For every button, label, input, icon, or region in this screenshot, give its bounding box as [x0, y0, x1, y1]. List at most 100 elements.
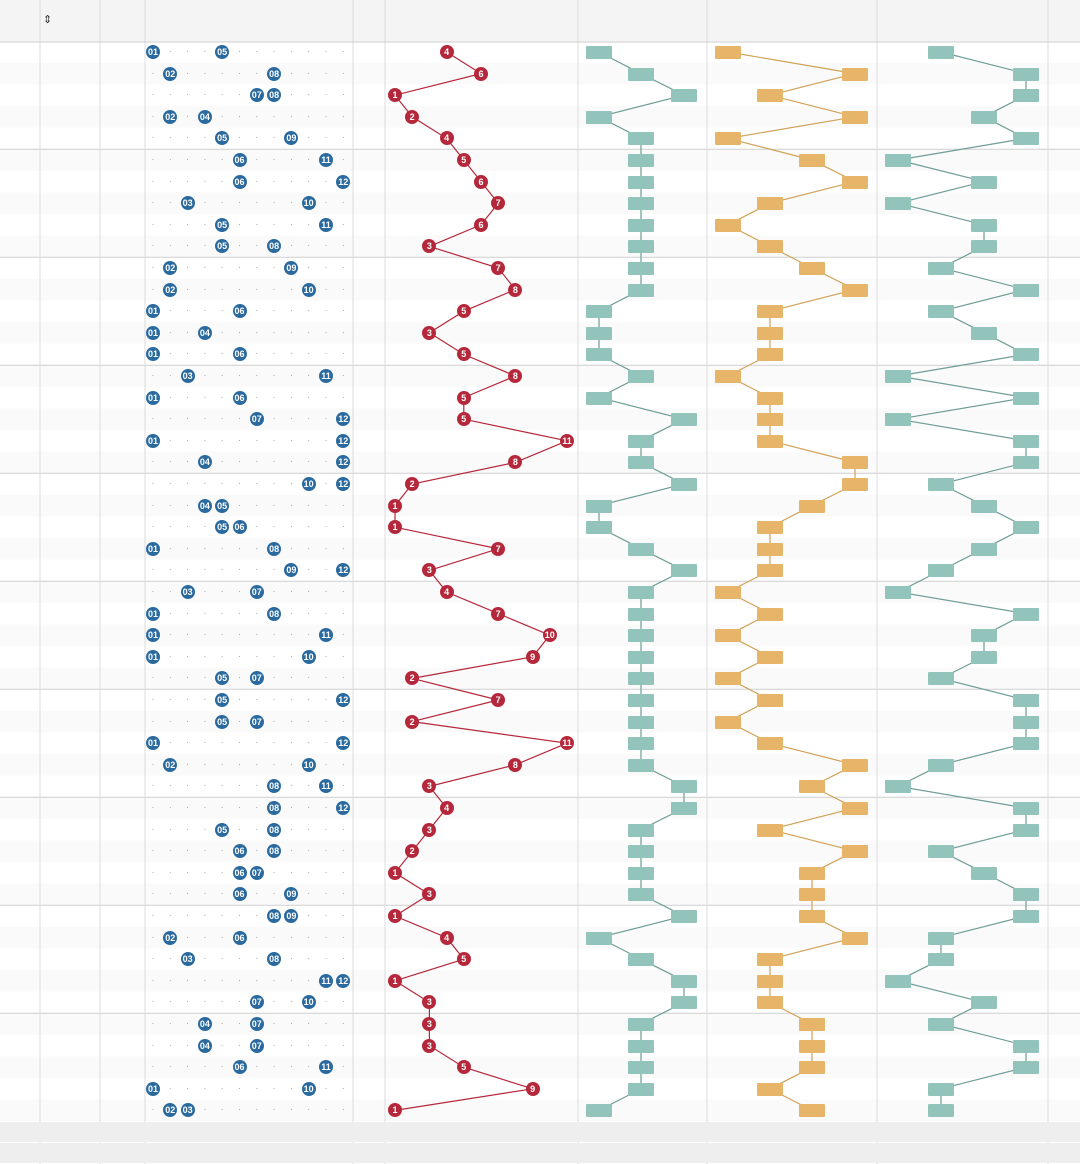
- miss-count: ·: [220, 283, 224, 295]
- span-ball: 4: [439, 930, 454, 945]
- miss-count: ·: [324, 391, 328, 403]
- row-band: [0, 581, 1080, 603]
- number-ball: 07: [249, 865, 264, 880]
- miss-count: ·: [203, 413, 207, 425]
- miss-count: ·: [289, 542, 294, 554]
- miss-count: ·: [185, 845, 190, 857]
- miss-count: ·: [307, 499, 311, 511]
- number-ball: 12: [336, 477, 351, 491]
- miss-count: ·: [237, 629, 242, 641]
- miss-count: ·: [307, 218, 311, 230]
- size-tag: [628, 650, 654, 664]
- miss-count: ·: [237, 262, 242, 273]
- miss-count: ·: [151, 499, 155, 511]
- miss-count: ·: [255, 434, 259, 446]
- number-ball: 12: [336, 736, 351, 751]
- miss-count: ·: [341, 629, 345, 641]
- miss-count: ·: [307, 89, 311, 101]
- size-tag: [671, 478, 697, 491]
- span-ball: 5: [456, 347, 471, 362]
- span-ball: 7: [491, 196, 506, 211]
- miss-count: ·: [289, 845, 294, 857]
- miss-count: ·: [151, 1061, 155, 1073]
- span-ball: 3: [422, 779, 437, 794]
- hotcold-tag: [971, 996, 997, 1010]
- hotcold-tag: [971, 240, 997, 254]
- miss-count: ·: [307, 737, 311, 749]
- miss-count: ·: [341, 521, 345, 533]
- miss-count: ·: [272, 629, 276, 641]
- parity-tag: [757, 823, 783, 837]
- miss-count: ·: [237, 737, 242, 749]
- span-ball: 7: [491, 261, 506, 275]
- hotcold-tag: [1013, 737, 1039, 751]
- miss-count: ·: [272, 672, 276, 684]
- size-tag: [586, 326, 612, 340]
- miss-count: ·: [272, 996, 276, 1008]
- number-ball: 05: [215, 822, 230, 837]
- miss-count: ·: [203, 348, 207, 360]
- sort-up-down-icon[interactable]: ⇕: [43, 14, 53, 26]
- miss-count: ·: [324, 499, 328, 511]
- size-tag: [586, 521, 612, 535]
- miss-count: ·: [289, 1039, 294, 1051]
- number-ball: 04: [197, 109, 212, 124]
- hotcold-tag: [1013, 132, 1039, 146]
- number-ball: 06: [232, 887, 247, 902]
- miss-count: ·: [272, 715, 276, 727]
- number-ball: 12: [336, 455, 351, 470]
- number-ball: 10: [301, 1081, 316, 1096]
- miss-count: ·: [272, 370, 276, 381]
- miss-count: ·: [220, 1082, 224, 1094]
- miss-count: ·: [185, 888, 190, 900]
- number-ball: 07: [249, 714, 264, 729]
- size-tag: [671, 974, 697, 988]
- miss-count: ·: [255, 780, 259, 792]
- miss-count: ·: [341, 1018, 345, 1029]
- miss-count: ·: [289, 1018, 294, 1029]
- number-ball: 12: [336, 973, 351, 988]
- number-ball: 06: [232, 390, 247, 405]
- miss-count: ·: [168, 413, 172, 425]
- miss-count: ·: [151, 931, 155, 943]
- miss-count: ·: [272, 974, 276, 986]
- miss-count: ·: [289, 694, 294, 705]
- number-ball: 10: [301, 282, 316, 297]
- miss-count: ·: [307, 521, 311, 533]
- row-band: [0, 754, 1080, 776]
- miss-count: ·: [255, 132, 259, 144]
- span-ball: 7: [491, 606, 506, 621]
- miss-count: ·: [272, 888, 276, 900]
- miss-count: ·: [185, 283, 190, 295]
- miss-count: ·: [203, 802, 207, 813]
- miss-count: ·: [307, 672, 311, 684]
- miss-count: ·: [289, 456, 294, 468]
- miss-count: ·: [237, 672, 242, 684]
- miss-count: ·: [255, 694, 259, 705]
- miss-count: ·: [289, 67, 294, 79]
- miss-count: ·: [220, 326, 224, 338]
- miss-count: ·: [203, 607, 207, 619]
- miss-count: ·: [168, 305, 172, 317]
- number-ball: 12: [336, 563, 351, 578]
- number-ball: 02: [163, 282, 178, 297]
- miss-count: ·: [341, 132, 345, 144]
- miss-count: ·: [185, 1018, 190, 1029]
- miss-count: ·: [203, 974, 207, 986]
- row-band: [0, 192, 1080, 214]
- miss-count: ·: [220, 370, 224, 381]
- miss-count: ·: [151, 478, 155, 489]
- miss-count: ·: [341, 283, 345, 295]
- miss-count: ·: [324, 931, 328, 943]
- preselect-row[interactable]: [0, 1122, 1080, 1142]
- miss-count: ·: [341, 218, 345, 230]
- miss-count: ·: [203, 370, 207, 381]
- miss-count: ·: [324, 910, 328, 921]
- preselect-row[interactable]: [0, 1143, 1080, 1163]
- number-ball: 03: [180, 952, 195, 967]
- miss-count: ·: [203, 694, 207, 705]
- miss-count: ·: [341, 262, 345, 273]
- miss-count: ·: [307, 67, 311, 79]
- miss-count: ·: [289, 89, 294, 101]
- span-ball: 8: [508, 757, 523, 772]
